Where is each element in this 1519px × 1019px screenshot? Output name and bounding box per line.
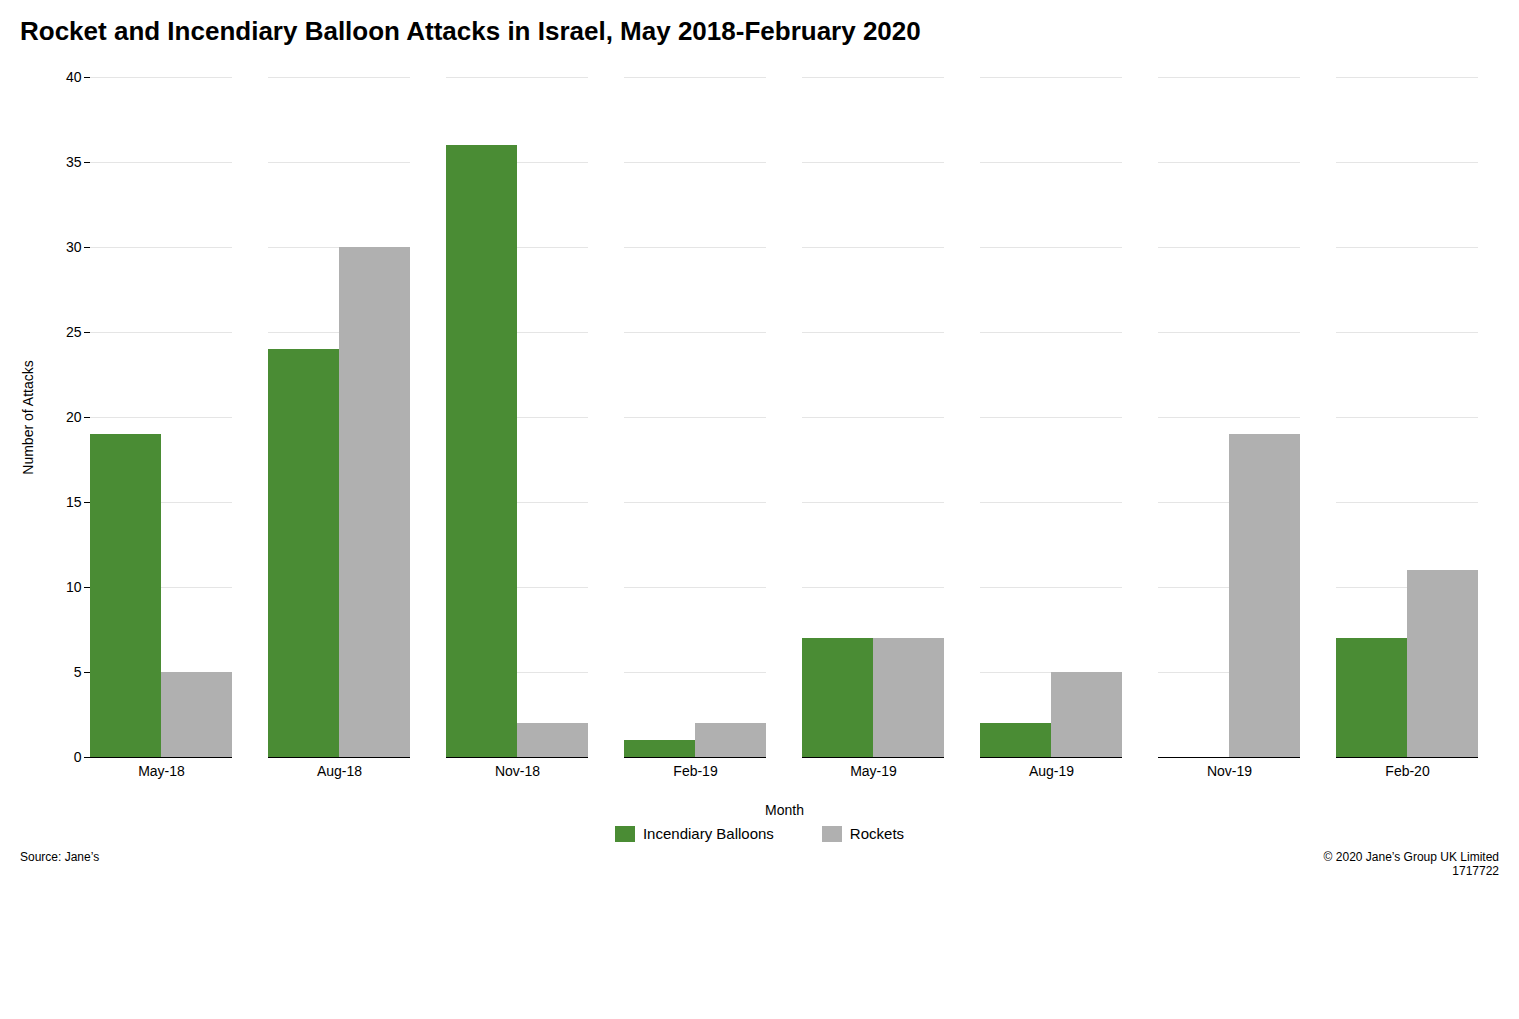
svg-text:20: 20 [66, 409, 82, 425]
svg-text:30: 30 [66, 239, 82, 255]
html-text:Incendiary Balloons: Incendiary Balloons [642, 825, 774, 842]
svg-text:10: 10 [66, 579, 82, 595]
svg-text:5: 5 [74, 664, 82, 680]
svg-text:Nov-18: Nov-18 [495, 763, 540, 779]
svg-text:Feb-20: Feb-20 [1385, 763, 1430, 779]
svg-text:0: 0 [74, 749, 82, 765]
html-text:Rockets: Rockets [849, 825, 904, 842]
svg-text:May-19: May-19 [850, 763, 897, 779]
svg-text:40: 40 [66, 69, 82, 85]
svg-text:35: 35 [66, 154, 82, 170]
svg-text:Nov-19: Nov-19 [1207, 763, 1252, 779]
svg-text:Feb-19: Feb-19 [673, 763, 718, 779]
svg-text:May-18: May-18 [138, 763, 185, 779]
svg-text:Aug-18: Aug-18 [317, 763, 362, 779]
svg-text:15: 15 [66, 494, 82, 510]
svg-text:25: 25 [66, 324, 82, 340]
svg-text:Aug-19: Aug-19 [1029, 763, 1074, 779]
html-text:Rocket and Incendiary Balloon: Rocket and Incendiary Balloon Attacks in… [20, 16, 921, 46]
svg-text:Number of Attacks: Number of Attacks [20, 360, 36, 474]
html-text:© 2020 Jane’s Group UK Limited: © 2020 Jane’s Group UK Limited 1717722 [1323, 850, 1499, 878]
html-text:Source: Jane’s: Source: Jane’s [20, 850, 100, 864]
svg-text:Month: Month [765, 802, 804, 818]
